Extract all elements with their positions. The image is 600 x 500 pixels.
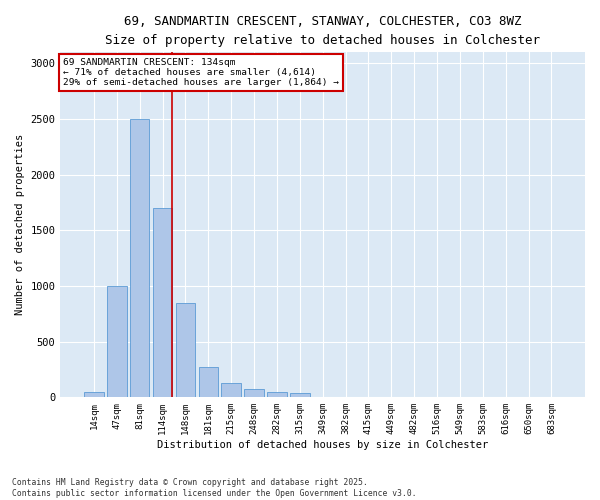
Bar bbox=[130, 119, 149, 398]
Text: 69 SANDMARTIN CRESCENT: 134sqm
← 71% of detached houses are smaller (4,614)
29% : 69 SANDMARTIN CRESCENT: 134sqm ← 71% of … bbox=[63, 58, 339, 88]
Bar bbox=[107, 286, 127, 398]
Title: 69, SANDMARTIN CRESCENT, STANWAY, COLCHESTER, CO3 8WZ
Size of property relative : 69, SANDMARTIN CRESCENT, STANWAY, COLCHE… bbox=[105, 15, 540, 47]
X-axis label: Distribution of detached houses by size in Colchester: Distribution of detached houses by size … bbox=[157, 440, 488, 450]
Y-axis label: Number of detached properties: Number of detached properties bbox=[15, 134, 25, 316]
Bar bbox=[221, 383, 241, 398]
Bar bbox=[84, 392, 104, 398]
Bar bbox=[267, 392, 287, 398]
Bar bbox=[153, 208, 172, 398]
Bar bbox=[290, 394, 310, 398]
Bar bbox=[244, 389, 264, 398]
Text: Contains HM Land Registry data © Crown copyright and database right 2025.
Contai: Contains HM Land Registry data © Crown c… bbox=[12, 478, 416, 498]
Bar bbox=[176, 302, 195, 398]
Bar bbox=[199, 368, 218, 398]
